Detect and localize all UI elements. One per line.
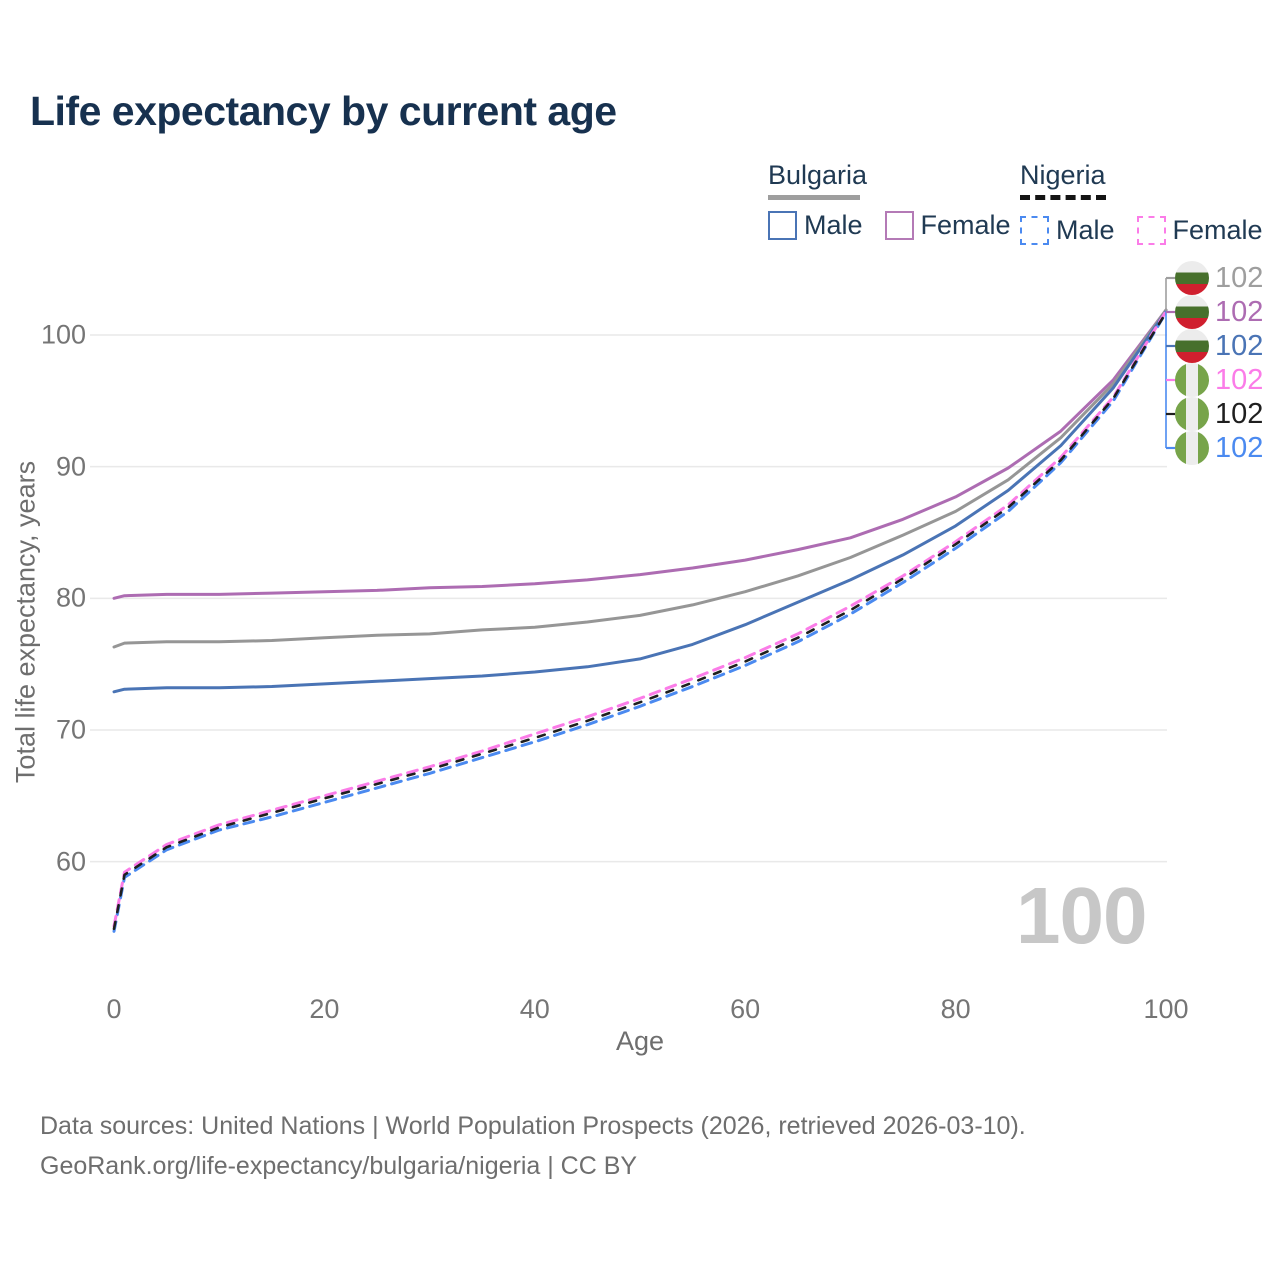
page-title: Life expectancy by current age <box>30 88 617 134</box>
nigeria-flag-icon <box>1175 363 1209 397</box>
end-label-bulgaria-both: 102 <box>1175 261 1263 295</box>
x-tick-80: 80 <box>940 994 971 1024</box>
end-value-bulgaria-both: 102 <box>1215 261 1264 294</box>
legend-country-label: Bulgaria <box>768 160 868 190</box>
age-watermark: 100 <box>1016 871 1147 960</box>
legend-group-nigeria: Nigeria Male Female <box>1020 160 1280 246</box>
legend-item-nigeria-female[interactable]: Female <box>1136 215 1263 246</box>
bulgaria-flag-icon <box>1175 329 1209 363</box>
end-label-bulgaria-male: 102 <box>1175 329 1263 363</box>
footer-sources: Data sources: United Nations | World Pop… <box>40 1112 1026 1140</box>
legend-item-nigeria-male[interactable]: Male <box>1020 215 1115 246</box>
series-bulgaria-male <box>112 309 1168 694</box>
y-tick-70: 70 <box>55 714 86 745</box>
nigeria-female-swatch <box>1136 216 1166 245</box>
bulgaria-line-style-sample <box>768 195 860 200</box>
x-tick-100: 100 <box>1143 994 1189 1024</box>
bulgaria-female-swatch <box>884 211 914 240</box>
legend-label-male: Male <box>804 210 863 240</box>
series-bulgaria-female <box>112 308 1168 600</box>
y-tick-90: 90 <box>55 451 86 482</box>
nigeria-male-swatch <box>1020 216 1049 245</box>
bulgaria-flag-icon <box>1175 261 1209 295</box>
x-tick-60: 60 <box>730 994 761 1024</box>
legend-group-bulgaria: Bulgaria Male Female <box>768 160 1033 241</box>
legend-country-label: Nigeria <box>1020 160 1106 190</box>
series-nigeria-female <box>112 309 1168 928</box>
x-axis-title: Age <box>615 1026 665 1056</box>
end-value-nigeria-female: 102 <box>1215 363 1264 396</box>
series-nigeria-both <box>112 311 1168 931</box>
legend-label-male: Male <box>1056 215 1115 245</box>
y-tick-80: 80 <box>55 582 86 613</box>
end-label-nigeria-both: 102 <box>1175 397 1263 431</box>
bulgaria-male-swatch <box>768 211 797 240</box>
x-tick-40: 40 <box>519 994 550 1024</box>
legend-country-nigeria: Nigeria <box>1020 160 1280 205</box>
legend-row-bulgaria: Male Female <box>768 210 1033 241</box>
y-tick-100: 100 <box>40 319 86 350</box>
legend-row-nigeria: Male Female <box>1020 215 1280 246</box>
footer: Data sources: United Nations | World Pop… <box>40 1106 1026 1186</box>
nigeria-line-style-sample <box>1020 195 1106 205</box>
legend-item-bulgaria-male[interactable]: Male <box>768 210 863 241</box>
legend-country-bulgaria: Bulgaria <box>768 160 1033 200</box>
x-tick-0: 0 <box>106 994 122 1024</box>
legend-label-female: Female <box>920 210 1011 240</box>
legend-label-female: Female <box>1172 215 1263 245</box>
end-value-bulgaria-female: 102 <box>1215 295 1264 328</box>
end-label-nigeria-male: 102 <box>1175 431 1263 465</box>
nigeria-flag-icon <box>1175 397 1209 431</box>
footer-attribution: GeoRank.org/life-expectancy/bulgaria/nig… <box>40 1152 638 1180</box>
nigeria-flag-icon <box>1175 431 1209 465</box>
end-value-bulgaria-male: 102 <box>1215 329 1264 362</box>
bulgaria-flag-icon <box>1175 295 1209 329</box>
series-nigeria-male <box>112 311 1168 933</box>
legend-item-bulgaria-female[interactable]: Female <box>884 210 1011 241</box>
end-label-nigeria-female: 102 <box>1175 363 1263 397</box>
y-tick-60: 60 <box>55 846 86 877</box>
x-tick-20: 20 <box>309 994 340 1024</box>
series-bulgaria-both <box>112 308 1168 649</box>
end-value-nigeria-male: 102 <box>1215 431 1264 464</box>
end-label-bulgaria-female: 102 <box>1175 295 1263 329</box>
end-value-nigeria-both: 102 <box>1215 397 1264 430</box>
